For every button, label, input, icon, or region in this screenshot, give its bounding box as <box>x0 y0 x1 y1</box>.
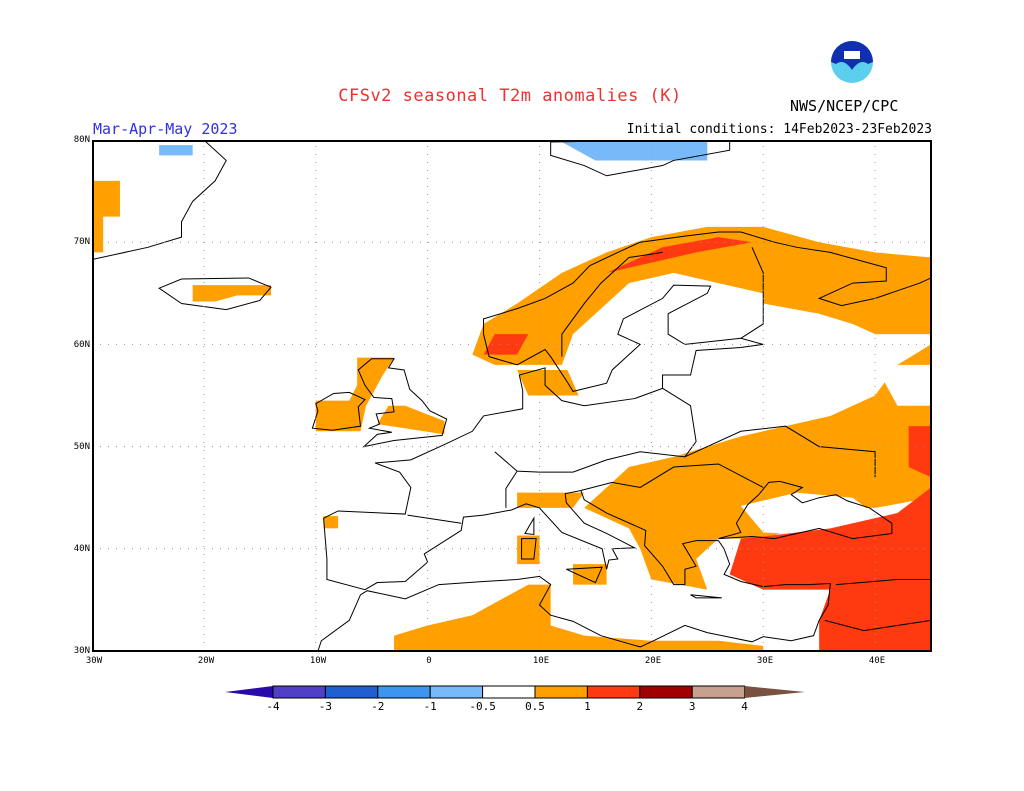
anomaly-fill-blue <box>159 142 708 161</box>
noaa-logo-icon <box>831 41 873 83</box>
colorbar-segment <box>639 685 693 699</box>
colorbar-arrow-left <box>225 686 273 698</box>
colorbar-tick-label: -1 <box>423 700 437 713</box>
lat-label: 40N <box>73 544 90 554</box>
lat-label: 70N <box>73 237 90 247</box>
colorbar-segment <box>534 685 588 699</box>
lat-label: 80N <box>73 135 90 145</box>
season-label: Mar-Apr-May 2023 <box>93 120 238 138</box>
colorbar-tick-label: -0.5 <box>469 700 496 713</box>
map-frame <box>92 140 932 652</box>
organization-label: NWS/NCEP/CPC <box>790 97 899 115</box>
colorbar-segment <box>377 685 431 699</box>
lat-label: 60N <box>73 340 90 350</box>
chart-title: CFSv2 seasonal T2m anomalies (K) <box>338 86 682 106</box>
lon-label: 0 <box>426 656 432 666</box>
colorbar-tick-label: -2 <box>371 700 385 713</box>
colorbar-arrow-right <box>744 686 805 698</box>
colorbar-tick-label: 1 <box>584 700 591 713</box>
colorbar-tick-label: 2 <box>636 700 644 713</box>
lon-label: 20W <box>197 656 215 666</box>
colorbar-segment <box>272 685 326 699</box>
colorbar-tick-label: -4 <box>266 700 280 713</box>
lat-label: 30N <box>73 646 90 656</box>
initial-conditions-label: Initial conditions: 14Feb2023-23Feb2023 <box>626 122 932 137</box>
colorbar-segment <box>691 685 746 699</box>
lon-label: 20E <box>644 656 662 666</box>
colorbar-segment <box>429 685 484 699</box>
anomaly-map <box>92 140 932 652</box>
colorbar-tick-label: 0.5 <box>525 700 545 713</box>
coastlines <box>92 140 931 651</box>
lon-label: 10E <box>532 656 550 666</box>
colorbar-segment <box>586 685 641 699</box>
colorbar-segment <box>482 685 536 699</box>
lat-label: 50N <box>73 442 90 452</box>
colorbar <box>225 685 805 699</box>
colorbar-tick-label: -3 <box>318 700 333 713</box>
colorbar-segment <box>324 685 379 699</box>
lon-label: 40E <box>868 656 886 666</box>
colorbar-tick-label: 4 <box>741 700 748 713</box>
lon-label: 30E <box>756 656 774 666</box>
lon-label: 10W <box>309 656 327 666</box>
lon-label: 30W <box>85 656 103 666</box>
colorbar-tick-label: 3 <box>688 700 696 713</box>
anomaly-fill-red <box>483 237 932 651</box>
